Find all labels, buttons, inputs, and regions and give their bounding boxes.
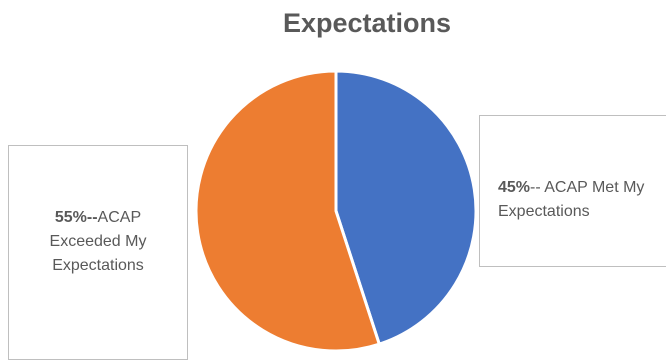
callout-met-percent: 45%: [498, 179, 531, 196]
callout-exceeded-percent: 55%: [54, 209, 87, 226]
callout-met: 45%-- ACAP Met My Expectations: [479, 115, 666, 267]
callout-exceeded: 55%--ACAP Exceeded My Expectations: [8, 145, 188, 360]
pie-slice-met: [334, 69, 478, 346]
callout-met-text: ACAP Met My Expectations: [498, 179, 645, 220]
pie-slice-exceeded: [194, 69, 381, 353]
callout-exceeded-text: ACAP Exceeded My Expectations: [49, 209, 147, 274]
chart-title: Expectations: [282, 8, 452, 38]
callout-met-separator: --: [530, 179, 541, 196]
callout-exceeded-separator: --: [86, 209, 98, 226]
